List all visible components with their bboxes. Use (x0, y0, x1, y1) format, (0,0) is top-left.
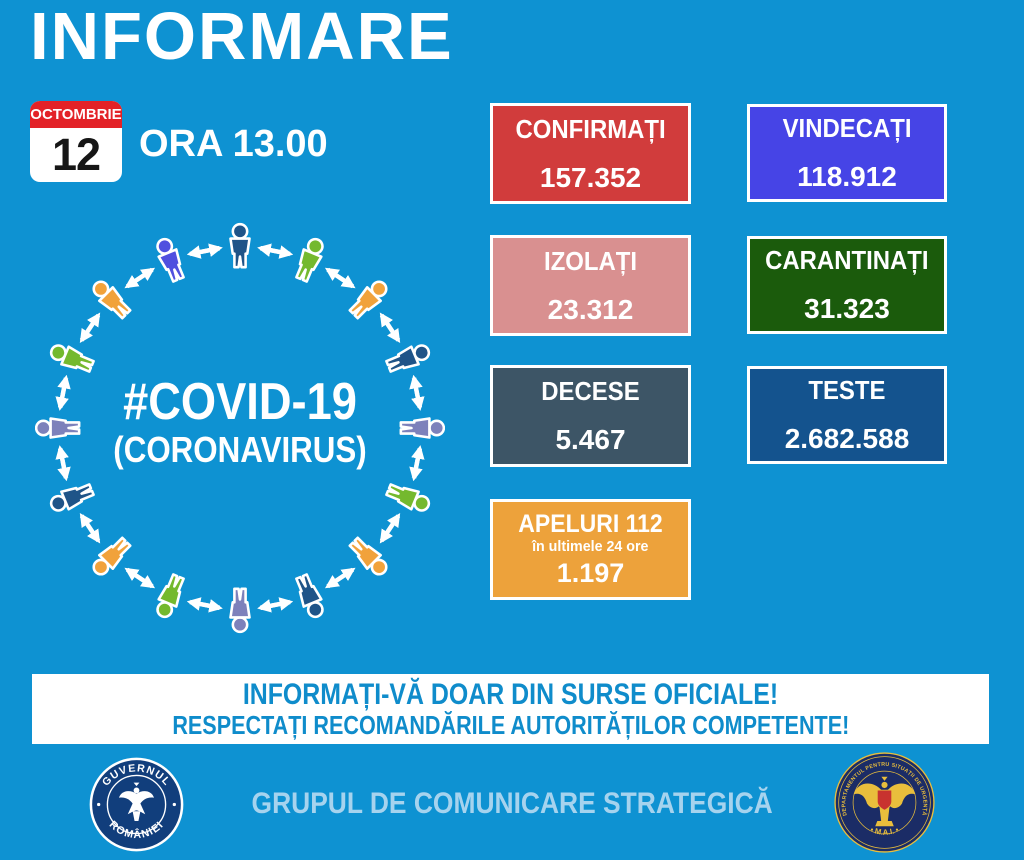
transmission-arrow (379, 312, 401, 342)
person-icon (229, 222, 251, 269)
banner-line-1: INFORMAȚI-VĂ DOAR DIN SURSE OFICIALE! (188, 677, 833, 711)
banner-line-2: RESPECTAȚI RECOMANDĂRILE AUTORITĂȚILOR C… (103, 711, 919, 740)
stat-tile-confirmati: CONFIRMAȚI 157.352 (490, 103, 691, 204)
stat-value: 118.912 (797, 161, 897, 192)
person-icon (295, 573, 324, 619)
stat-tile-teste: TESTE 2.682.588 (747, 366, 947, 464)
hashtag-block: #COVID-19 (CORONAVIRUS) (35, 373, 445, 471)
transmission-arrow (55, 377, 69, 411)
stat-value: 2.682.588 (784, 423, 910, 454)
guvernul-romaniei-seal: GUVERNUL ROMÂNIEI (89, 757, 184, 852)
person-icon (295, 237, 324, 283)
romania-coat-of-arms-icon (119, 782, 154, 821)
calendar-day-label: 12 (51, 129, 101, 180)
transmission-arrow (186, 245, 220, 259)
person-icon (229, 587, 251, 634)
calendar-month-band: OCTOMBRIE (30, 101, 122, 128)
person-icon (348, 280, 388, 320)
stat-sublabel: în ultimele 24 ore (532, 538, 649, 555)
hashtag-covid19-label: #COVID-19 (123, 373, 357, 431)
stat-tile-apeluri-112: APELURI 112 în ultimele 24 ore 1.197 (490, 499, 691, 600)
strategic-communication-group-label: GRUPUL DE COMUNICARE STRATEGICĂ (190, 787, 834, 821)
banner-line-1-text: INFORMAȚI-VĂ DOAR DIN SURSE OFICIALE! (242, 677, 779, 711)
person-icon (156, 573, 185, 619)
person-icon (348, 536, 388, 576)
dsu-mai-seal: DEPARTAMENTUL PENTRU SITUAȚII DE URGENȚĂ… (834, 752, 935, 853)
person-icon (49, 344, 95, 373)
svg-text:• M.A.I. •: • M.A.I. • (869, 825, 900, 837)
transmission-arrow (260, 597, 294, 611)
person-icon (92, 536, 132, 576)
stat-label: DECESE (541, 376, 640, 406)
stat-label: IZOLAȚI (543, 245, 638, 276)
dsu-eagle-icon (853, 776, 916, 827)
stat-tile-decese: DECESE 5.467 (490, 365, 691, 467)
person-icon (35, 417, 81, 439)
calendar-month-label: OCTOMBRIE (30, 106, 122, 123)
person-icon (156, 237, 185, 283)
stat-label: CONFIRMAȚI (515, 113, 666, 144)
transmission-arrow (409, 374, 423, 408)
transmission-arrow (79, 514, 101, 544)
stat-value: 1.197 (556, 558, 625, 588)
stat-label: APELURI 112 (518, 510, 663, 538)
strategic-communication-group-text: GRUPUL DE COMUNICARE STRATEGICĂ (251, 787, 773, 820)
transmission-arrow (57, 448, 71, 482)
official-sources-banner: INFORMAȚI-VĂ DOAR DIN SURSE OFICIALE! RE… (32, 674, 989, 744)
transmission-arrow (79, 314, 101, 344)
stat-value: 157.352 (539, 161, 642, 193)
stat-label: VINDECAȚI (782, 113, 912, 143)
transmission-arrow (326, 567, 356, 589)
page-title: INFORMARE (30, 0, 454, 74)
stat-value: 23.312 (547, 293, 634, 325)
stat-value: 5.467 (555, 424, 626, 455)
person-icon (385, 483, 431, 512)
person-icon (49, 483, 95, 512)
transmission-arrow (124, 267, 154, 289)
transmission-arrow (324, 267, 354, 289)
stat-tile-carantinati: CARANTINAȚI 31.323 (747, 236, 947, 334)
stat-label: CARANTINAȚI (765, 245, 929, 275)
transmission-circle-diagram (35, 222, 445, 634)
person-icon (399, 417, 445, 439)
stat-tile-vindecati: VINDECAȚI 118.912 (747, 104, 947, 202)
person-icon (385, 344, 431, 373)
seal-right-bottom-text: • M.A.I. • (869, 825, 900, 837)
time-label: ORA 13.00 (139, 123, 328, 165)
transmission-arrow (189, 599, 223, 613)
stat-tile-izolati: IZOLAȚI 23.312 (490, 235, 691, 336)
person-icon (92, 280, 132, 320)
transmission-arrow (379, 512, 401, 542)
transmission-arrow (411, 445, 425, 479)
transmission-arrow (257, 243, 291, 257)
stat-label: TESTE (808, 375, 886, 405)
banner-line-2-text: RESPECTAȚI RECOMANDĂRILE AUTORITĂȚILOR C… (172, 709, 849, 740)
calendar-icon: OCTOMBRIE 12 (30, 101, 122, 182)
stat-value: 31.323 (804, 293, 890, 324)
coronavirus-label: (CORONAVIRUS) (113, 429, 367, 471)
transmission-arrow (126, 567, 156, 589)
